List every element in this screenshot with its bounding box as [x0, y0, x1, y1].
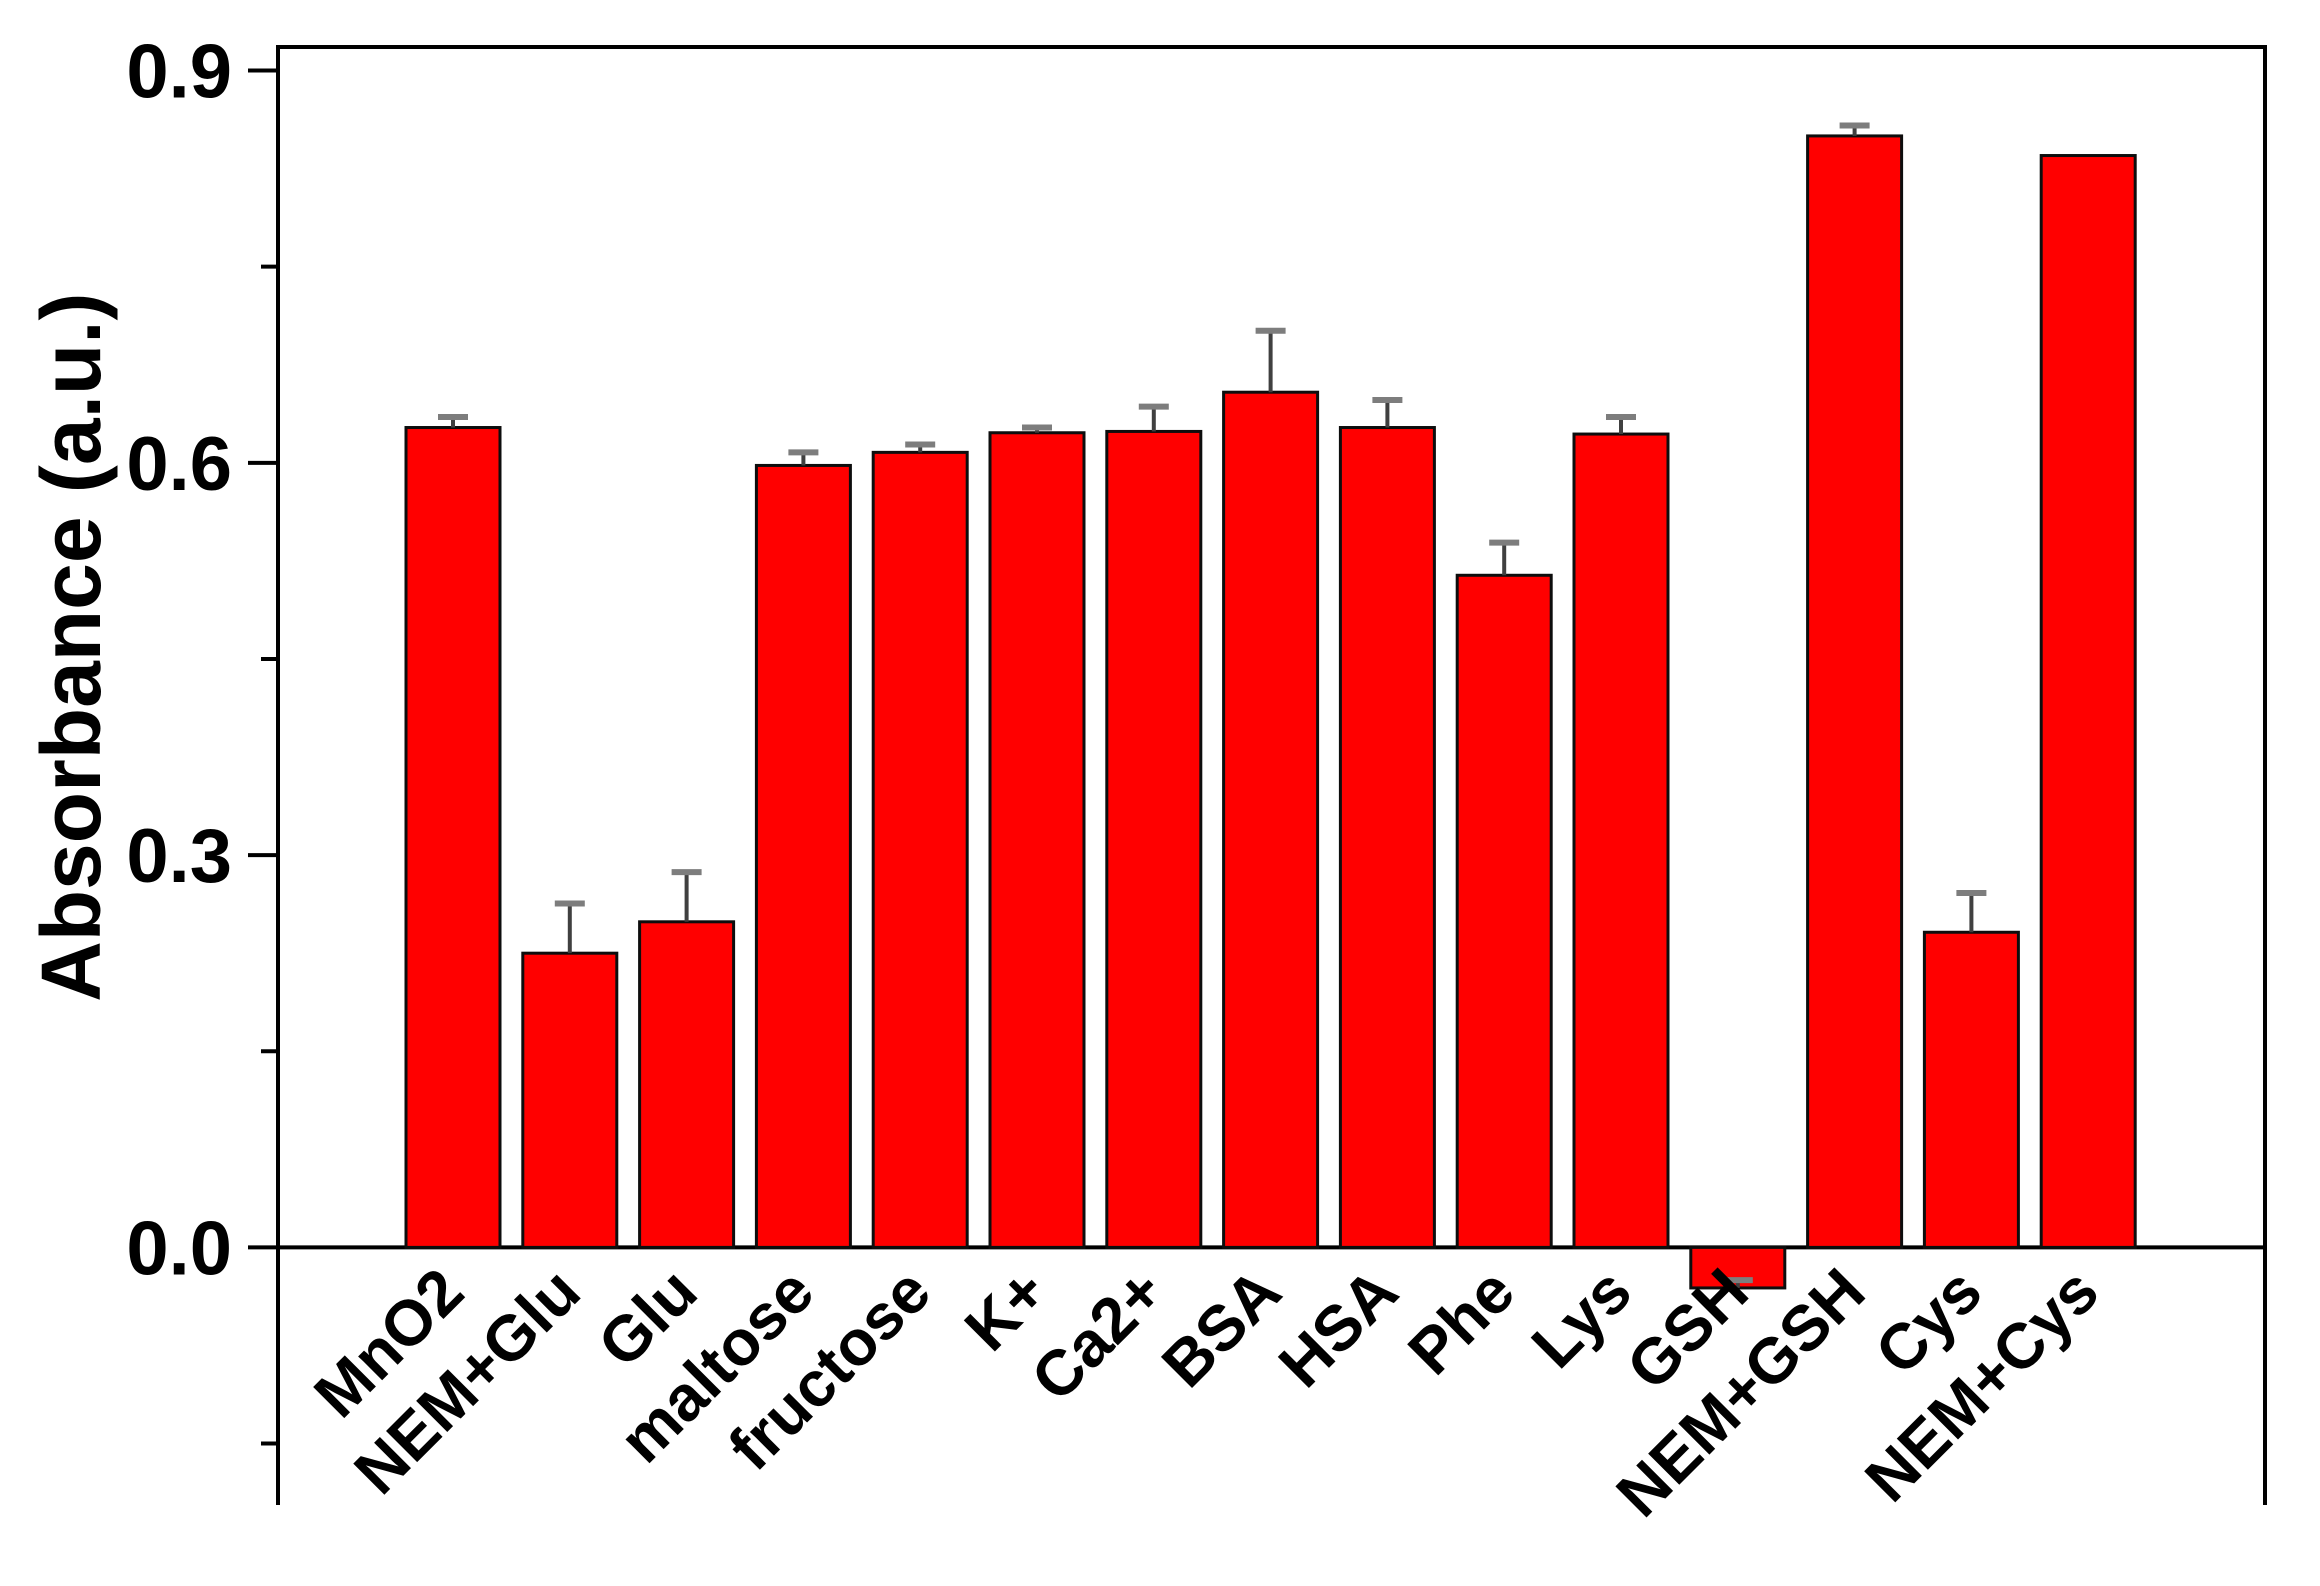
error-bar-NEM+Glu — [554, 900, 585, 954]
error-bar-maltose — [788, 449, 819, 466]
error-bar-Ca2+ — [1138, 403, 1169, 432]
error-bar-fructose — [905, 441, 936, 453]
bar-HSA — [1338, 426, 1436, 1249]
x-category-label: Ca2+ — [1017, 1254, 1177, 1414]
bar-Cys — [1922, 930, 2020, 1249]
y-tick-label: 0.0 — [126, 1206, 232, 1291]
bar-maltose — [754, 463, 852, 1249]
x-category-label: Phe — [1394, 1254, 1528, 1388]
bar-Lys — [1572, 432, 1670, 1249]
error-bar-HSA — [1372, 397, 1403, 428]
bar-BSA — [1222, 390, 1320, 1249]
y-axis-title: Absorbance (a.u.) — [24, 292, 118, 1001]
y-tick-label: 0.6 — [126, 422, 232, 507]
bars — [404, 122, 2137, 1290]
bar-K+ — [988, 431, 1086, 1249]
error-bar-Lys — [1606, 414, 1636, 435]
bar-Glu — [638, 920, 736, 1249]
bar-MnO2 — [404, 426, 502, 1249]
error-bar-GSH — [1722, 1277, 1753, 1288]
error-bar-MnO2 — [438, 414, 468, 428]
y-ticks — [248, 68, 278, 1446]
x-category-label: HSA — [1265, 1254, 1411, 1400]
error-bar-Cys — [1956, 890, 1987, 933]
bar-fructose — [871, 450, 969, 1249]
bar-NEM+GSH — [1806, 134, 1904, 1249]
y-tick-label: 0.9 — [126, 30, 232, 115]
bar-Phe — [1455, 573, 1553, 1249]
error-bar-Glu — [671, 869, 702, 922]
y-tick-label: 0.3 — [126, 814, 232, 899]
bar-NEM+Cys — [2039, 154, 2137, 1249]
bar-NEM+Glu — [521, 951, 619, 1249]
error-bar-BSA — [1255, 327, 1286, 393]
error-bar-Phe — [1489, 539, 1520, 576]
error-bar-NEM+GSH — [1839, 122, 1870, 136]
x-category-label: BSA — [1148, 1254, 1294, 1400]
error-bar-K+ — [1022, 424, 1052, 433]
bar-Ca2+ — [1105, 429, 1203, 1249]
